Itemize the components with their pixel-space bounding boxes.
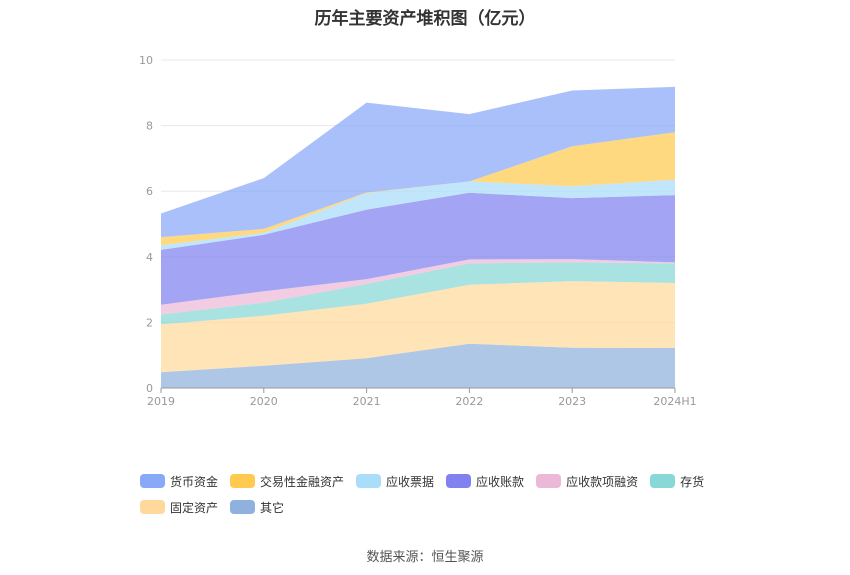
x-tick-label: 2024H1	[653, 395, 696, 408]
legend-label: 固定资产	[170, 500, 219, 515]
legend-swatch	[650, 474, 676, 488]
area-series-4[interactable]	[161, 192, 675, 305]
legend-label: 货币资金	[170, 474, 219, 489]
y-tick-label: 6	[146, 185, 153, 198]
legend-label: 存货	[680, 474, 705, 489]
legend-swatch	[446, 474, 472, 488]
x-tick-label: 2023	[558, 395, 586, 408]
legend-item[interactable]: 固定资产	[140, 498, 218, 516]
legend-label: 交易性金融资产	[260, 474, 345, 489]
area-series-0[interactable]	[161, 343, 675, 388]
legend-item[interactable]: 应收账款	[446, 472, 524, 490]
y-tick-label: 4	[146, 251, 153, 264]
y-tick-label: 2	[146, 316, 153, 329]
legend-swatch	[140, 500, 165, 514]
area-series-7[interactable]	[161, 86, 675, 238]
legend-swatch	[356, 474, 382, 488]
legend-label: 其它	[260, 500, 285, 515]
x-tick-label: 2021	[353, 395, 381, 408]
legend-item[interactable]: 货币资金	[140, 472, 218, 490]
y-tick-label: 10	[139, 54, 153, 67]
legend-item[interactable]: 其它	[230, 498, 284, 516]
legend-swatch	[230, 500, 256, 514]
area-series-1[interactable]	[161, 281, 675, 373]
legend-label: 应收款项融资	[566, 474, 639, 489]
legend-item[interactable]: 交易性金融资产	[230, 472, 344, 490]
x-tick-label: 2019	[147, 395, 175, 408]
legend-swatch	[230, 474, 256, 488]
legend-item[interactable]: 存货	[650, 472, 704, 490]
legend: 货币资金 交易性金融资产 应收票据 应收账款 应收款项融资 存货固定资产 其它	[140, 472, 740, 516]
area-series-6[interactable]	[161, 132, 675, 246]
chart-title: 历年主要资产堆积图（亿元）	[314, 9, 536, 29]
legend-swatch	[140, 474, 165, 488]
x-tick-label: 2020	[250, 395, 278, 408]
y-tick-label: 8	[146, 120, 153, 133]
data-source: 数据来源：恒生聚源	[366, 550, 484, 565]
legend-label: 应收票据	[386, 474, 435, 489]
x-tick-label: 2022	[455, 395, 483, 408]
area-series-2[interactable]	[161, 262, 675, 325]
area-series-3[interactable]	[161, 259, 675, 315]
y-tick-label: 0	[146, 382, 153, 395]
legend-swatch	[536, 474, 562, 488]
legend-item[interactable]: 应收票据	[356, 472, 434, 490]
legend-label: 应收账款	[476, 474, 525, 489]
area-series-5[interactable]	[161, 179, 675, 250]
legend-item[interactable]: 应收款项融资	[536, 472, 638, 490]
